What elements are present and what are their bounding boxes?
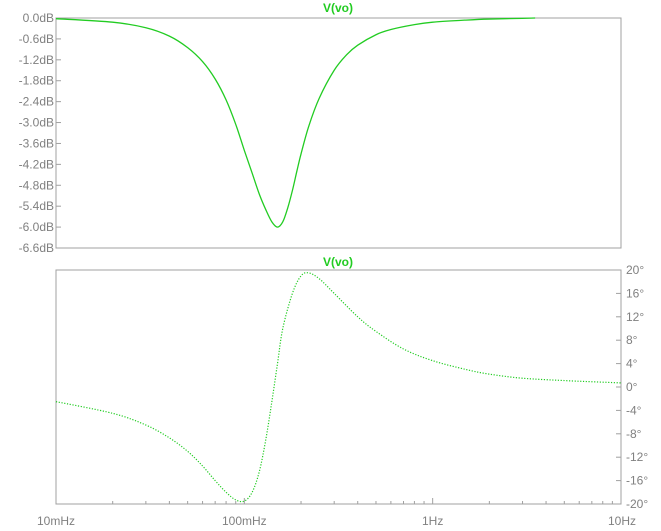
y-tick-label: -3.6dB [19, 136, 54, 150]
y-tick-label: -8° [626, 427, 642, 441]
y-tick-label: 20° [626, 263, 644, 277]
x-tick-label: 100mHz [222, 514, 267, 528]
y-tick-label: -3.0dB [19, 116, 54, 130]
y-tick-label: -16° [626, 474, 648, 488]
y-tick-label: -2.4dB [19, 95, 54, 109]
y-tick-label: -12° [626, 450, 648, 464]
magnitude-y-axis: 0.0dB -0.6dB -1.2dB -1.8dB -2.4dB -3.0dB -3.6d… [19, 11, 61, 255]
y-tick-label: 0.0dB [23, 11, 54, 25]
x-tick-label: 10mHz [37, 514, 75, 528]
x-tick-label: 10Hz [608, 514, 636, 528]
magnitude-series [55, 17, 536, 228]
phase-trace [55, 272, 622, 503]
y-tick-label: -6.6dB [19, 241, 54, 255]
y-tick-label: 8° [626, 333, 638, 347]
phase-title: V(vo) [323, 255, 353, 269]
y-tick-label: 12° [626, 310, 644, 324]
phase-y-axis: 20° 16° 12° 8° 4° 0° -4° -8° -12° -16° -20° [616, 263, 648, 511]
y-tick-label: -1.8dB [19, 74, 54, 88]
magnitude-frame [55, 17, 622, 249]
phase-series [55, 272, 622, 503]
x-tick-label: 1Hz [422, 514, 443, 528]
y-tick-label: -6.0dB [19, 220, 54, 234]
y-tick-label: -20° [626, 497, 648, 511]
y-tick-label: 16° [626, 286, 644, 300]
y-tick-label: -4° [626, 403, 642, 417]
phase-panel: V(vo) 20°16°12°8°4°0°-4°-8°-12°-16°-20° … [37, 255, 648, 528]
y-tick-label: 0° [626, 380, 638, 394]
magnitude-trace [55, 17, 536, 228]
magnitude-panel: V(vo) 0.0dB -0.6dB -1.2dB -1.8dB -2.4dB -3.0d… [19, 1, 622, 255]
y-tick-label: -5.4dB [19, 199, 54, 213]
y-tick-label: -4.8dB [19, 178, 54, 192]
frequency-x-axis: 10mHz 100mHz 1Hz 10Hz [37, 498, 636, 528]
magnitude-title: V(vo) [323, 1, 353, 15]
y-tick-label: -4.2dB [19, 157, 54, 171]
phase-frame [55, 269, 622, 505]
y-tick-label: -0.6dB [19, 32, 54, 46]
y-tick-label: 4° [626, 357, 638, 371]
y-tick-label: -1.2dB [19, 53, 54, 67]
